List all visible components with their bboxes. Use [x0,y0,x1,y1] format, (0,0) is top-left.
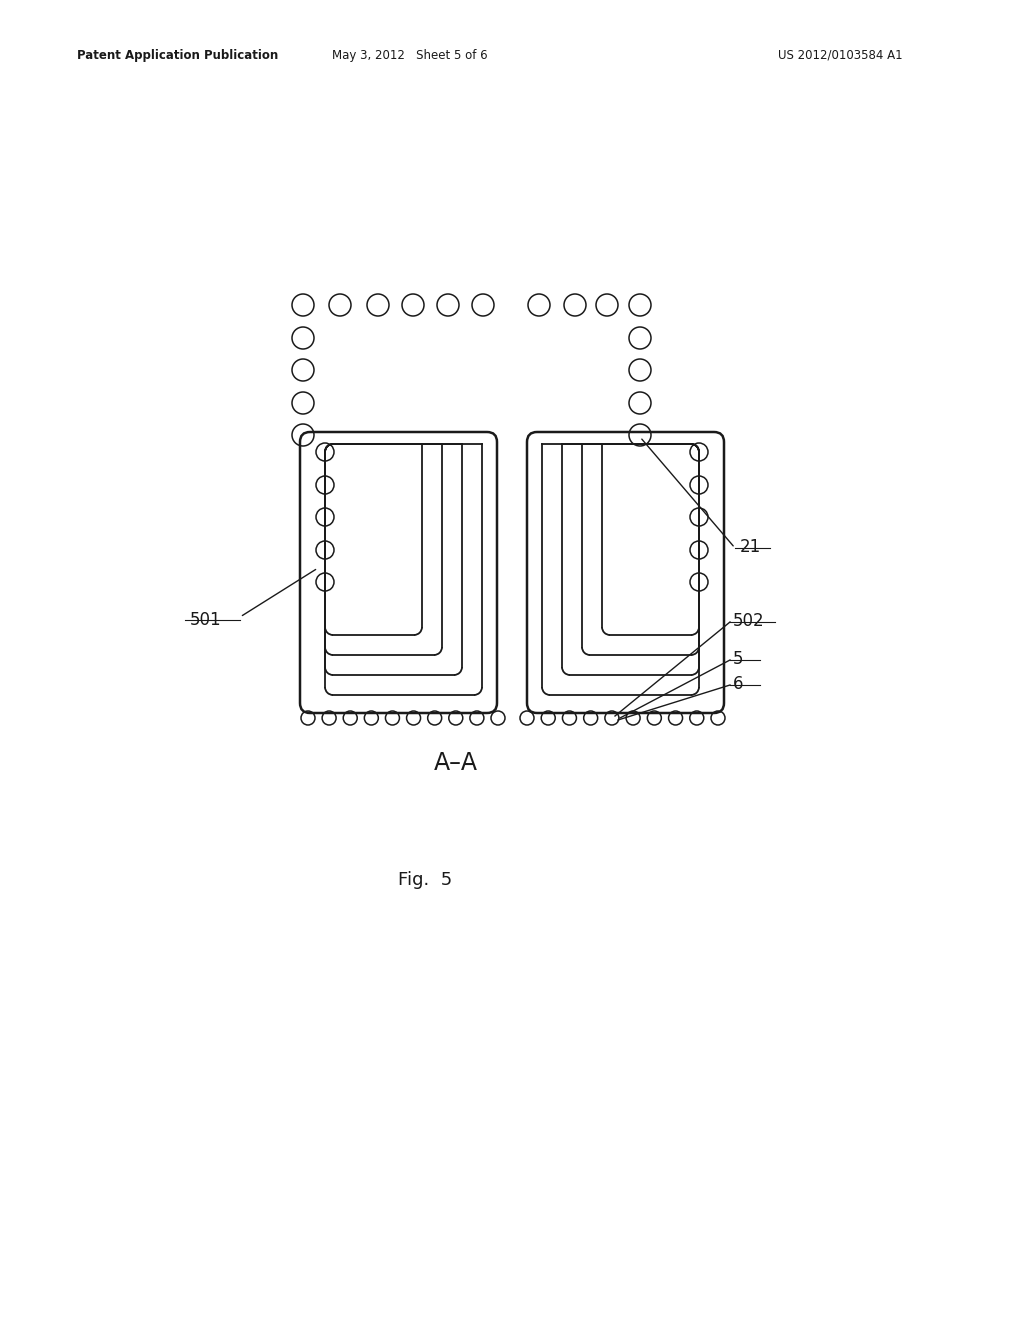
Text: 21: 21 [740,539,761,556]
Text: Patent Application Publication: Patent Application Publication [77,49,279,62]
Text: US 2012/0103584 A1: US 2012/0103584 A1 [778,49,903,62]
Text: 5: 5 [733,649,743,668]
Text: 502: 502 [733,612,765,630]
Text: A–A: A–A [434,751,477,775]
Text: May 3, 2012   Sheet 5 of 6: May 3, 2012 Sheet 5 of 6 [332,49,487,62]
Text: 501: 501 [190,611,221,630]
Text: Fig.  5: Fig. 5 [398,871,452,888]
Text: 6: 6 [733,675,743,693]
